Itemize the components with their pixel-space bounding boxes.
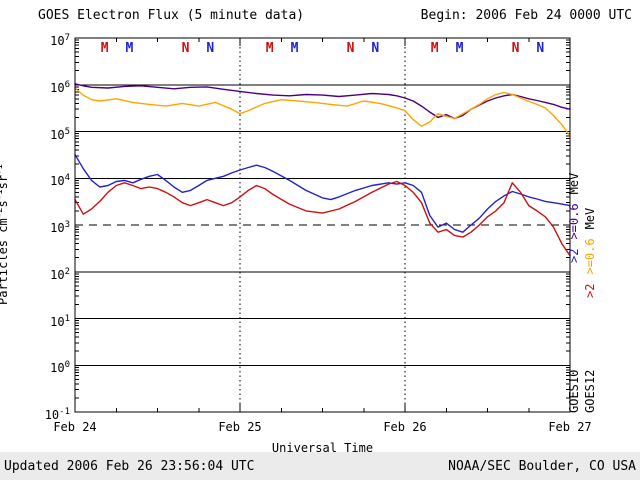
noon-midnight-marker: M — [431, 41, 439, 56]
noon-midnight-marker: M — [125, 41, 133, 56]
y-tick-label: 100 — [50, 360, 70, 376]
updated-timestamp: Updated 2006 Feb 26 23:56:04 UTC — [4, 459, 255, 474]
y-axis-title-text: Particles cm — [0, 218, 10, 305]
y-axis-title-sup: -1 — [0, 164, 5, 175]
noon-midnight-marker: M — [291, 41, 299, 56]
y-tick-label: 107 — [50, 33, 70, 48]
noon-midnight-marker: M — [456, 41, 464, 56]
y-tick-label: 10-1 — [44, 407, 70, 422]
noon-midnight-marker: N — [536, 41, 544, 56]
x-axis-title: Universal Time — [271, 441, 374, 455]
y-axis-title-text: s — [0, 200, 10, 207]
x-tick-label: Feb 26 — [383, 420, 427, 434]
goes10-gt2-label: >2 — [567, 248, 581, 263]
goes12-energy-legend: >2 >=0.6 MeV — [583, 208, 598, 298]
footer-band — [0, 452, 640, 480]
goes12-satellite-label: GOES12 — [583, 369, 597, 413]
x-tick-label: Feb 24 — [53, 420, 97, 434]
series-line-goes12-0p6mev — [74, 87, 571, 137]
y-tick-label: 105 — [50, 126, 70, 142]
series-line-goes10-0p6mev — [74, 83, 571, 120]
plot-border — [74, 37, 571, 413]
y-tick-label: 104 — [50, 173, 70, 189]
chart-title: GOES Electron Flux (5 minute data) — [38, 8, 305, 23]
series-line-goes12-2mev — [74, 180, 571, 257]
y-axis-title-sup: -2 — [0, 207, 5, 219]
y-axis-title-text: sr — [0, 174, 10, 190]
y-tick-label: 103 — [50, 220, 70, 235]
noon-midnight-marker: N — [371, 41, 379, 56]
goes12-ge06-label: >=0.6 — [583, 238, 597, 275]
noon-midnight-marker: N — [206, 41, 214, 56]
goes12-unit-label: MeV — [583, 207, 597, 230]
y-tick-label: 106 — [50, 79, 70, 95]
y-axis-title-sup: -1 — [0, 189, 5, 201]
noon-midnight-marker: N — [347, 41, 355, 56]
goes10-satellite-label: GOES10 — [567, 369, 581, 413]
series-line-goes10-2mev — [74, 153, 571, 233]
goes12-gt2-label: >2 — [583, 283, 597, 298]
x-tick-label: Feb 25 — [218, 420, 262, 434]
credit-label: NOAA/SEC Boulder, CO USA — [448, 459, 636, 474]
goes10-ge06-label: >=0.6 — [567, 203, 581, 240]
noon-midnight-marker: M — [266, 41, 274, 56]
noon-midnight-marker: M — [101, 41, 109, 56]
noon-midnight-marker: N — [512, 41, 520, 56]
goes10-energy-legend: >2 >=0.6 MeV — [567, 173, 582, 263]
y-axis-title: Particles cm-2s-1sr-1 — [0, 164, 10, 305]
noon-midnight-marker: N — [182, 41, 190, 56]
begin-time-label: Begin: 2006 Feb 24 0000 UTC — [420, 8, 632, 23]
x-tick-label: Feb 27 — [548, 420, 592, 434]
goes10-unit-label: MeV — [567, 172, 581, 195]
y-tick-label: 101 — [50, 313, 70, 329]
y-tick-label: 102 — [50, 266, 70, 282]
